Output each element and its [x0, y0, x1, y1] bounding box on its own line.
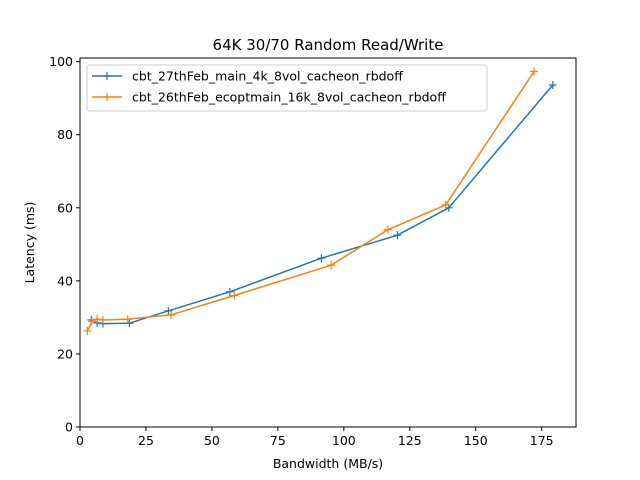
series-1-point [125, 319, 134, 328]
legend-box [86, 64, 488, 112]
y-tick-label: 0 [65, 420, 73, 435]
axes-frame [79, 57, 577, 428]
series-2-point [123, 315, 132, 324]
x-tick-label: 25 [138, 433, 154, 448]
series-2-point [530, 67, 539, 76]
y-tick-label: 40 [57, 273, 73, 288]
y-axis-label: Latency (ms) [22, 202, 37, 284]
series-1-point [164, 306, 173, 315]
series-2-point [98, 315, 107, 324]
x-tick-label: 150 [464, 433, 488, 448]
plot-area [83, 67, 557, 335]
y-axis: 0 20 40 60 80 100 [49, 54, 80, 435]
y-tick-label: 100 [49, 54, 73, 69]
y-tick-label: 60 [57, 200, 73, 215]
x-tick-label: 75 [270, 433, 286, 448]
series-2-point [87, 317, 96, 326]
series-2-point [230, 291, 239, 300]
y-tick-label: 80 [57, 127, 73, 142]
series-1-point [225, 287, 234, 296]
x-axis-label: Bandwidth (MB/s) [273, 456, 383, 471]
x-axis: 0 25 50 75 100 125 150 175 [76, 427, 554, 448]
legend-marker-1 [103, 72, 111, 80]
x-tick-label: 125 [398, 433, 422, 448]
series-2-point [383, 225, 392, 234]
series-2-point [93, 315, 102, 324]
series-2-point [167, 310, 176, 319]
legend: cbt_27thFeb_main_4k_8vol_cacheon_rbdoffc… [86, 64, 488, 112]
x-tick-label: 100 [332, 433, 356, 448]
legend-label-1: cbt_27thFeb_main_4k_8vol_cacheon_rbdoff [132, 69, 403, 84]
legend-label-2: cbt_26thFeb_ecoptmain_16k_8vol_cacheon_r… [132, 90, 446, 105]
y-tick-label: 20 [57, 346, 73, 361]
legend-marker-2 [103, 93, 111, 101]
series-1-point [393, 231, 402, 240]
chart-title: 64K 30/70 Random Read/Write [213, 36, 444, 54]
x-tick-label: 0 [76, 433, 84, 448]
series-1-point [317, 254, 326, 263]
series-2-point [83, 326, 92, 335]
series-1-point [548, 81, 557, 90]
series-2-point [441, 200, 450, 209]
series-2-point [327, 261, 336, 270]
x-tick-label: 175 [530, 433, 554, 448]
x-tick-label: 50 [204, 433, 220, 448]
